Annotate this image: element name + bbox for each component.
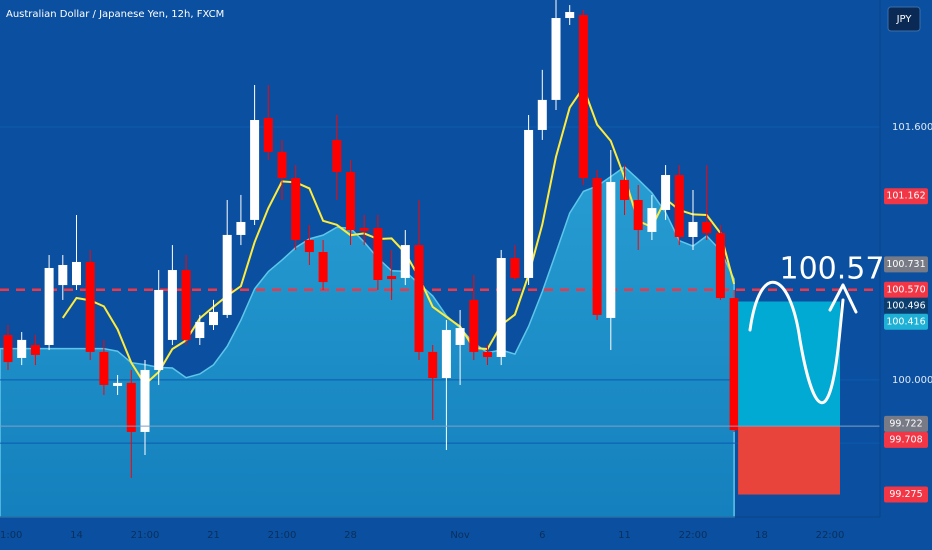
y-tick-label: 101.600 [892,122,932,133]
candle-body [606,181,616,318]
price-label: 100.416 [886,316,925,327]
candle-body [729,298,739,431]
candle-body [565,12,575,19]
candle-body [359,227,369,231]
candle-body [524,129,534,278]
currency-button-label[interactable]: JPY [896,14,913,25]
plot-area [0,0,880,518]
candle-body [17,339,27,358]
candle-body [72,261,81,286]
price-label-box [884,486,928,503]
x-tick-label: 18 [755,530,768,541]
price-label: 99.708 [889,434,922,445]
x-tick-label: 21:00 [0,530,22,541]
candle-body [291,178,301,241]
candle-body [400,245,410,278]
candle-body [85,261,95,352]
price-label: 99.275 [889,489,922,500]
candle-body [428,351,438,379]
candle-body [702,221,712,234]
candle-body [373,227,383,281]
candle-body [387,276,397,280]
candle-body [551,18,561,100]
candle-body [441,329,451,379]
candle-body [236,221,246,235]
price-label-box [884,256,928,273]
candle-body [537,99,547,130]
candle-body [304,240,314,253]
currency-button[interactable] [887,6,921,32]
x-tick-label: 28 [344,530,357,541]
price-label-box [884,431,928,448]
x-tick-label: 21 [207,530,220,541]
candle-body [592,178,602,315]
price-label: 99.722 [889,418,922,429]
candle-body [346,172,355,231]
candle-body [510,258,520,278]
candle-body [3,335,13,363]
chart-title: Australian Dollar / Japanese Yen, 12h, F… [6,9,224,20]
candle-body [99,351,109,385]
wave-arrow [748,281,858,405]
candle-body [483,351,492,357]
candle-body [140,369,150,432]
x-tick-label: Nov [450,530,470,541]
candle-body [30,344,40,355]
x-tick-label: 21:00 [268,530,297,541]
candle-body [154,289,164,370]
price-annotation: 100.57 [780,251,885,286]
candle-body [113,382,123,386]
price-label: 101.162 [886,191,925,202]
y-tick-label: 100.000 [892,375,932,386]
x-tick-label: 21:00 [131,530,160,541]
candle-body [715,233,725,299]
candle-body [181,270,191,340]
price-label-box [884,188,928,205]
candle-body [469,299,479,352]
moving-average [61,85,736,386]
candle-body [674,175,684,237]
candle-body [688,221,698,237]
candle-body [633,200,643,231]
candle-body [455,328,465,345]
stop-zone [738,426,840,495]
candle-body [126,382,136,432]
candle-body [647,208,657,232]
candle-body [620,179,629,201]
price-label: 100.731 [886,259,925,270]
candle-body [661,175,671,210]
price-label: 100.570 [886,284,925,295]
x-tick-label: 22:00 [679,530,708,541]
price-label-box [884,415,928,432]
x-tick-label: 6 [539,530,545,541]
candle-body [277,151,287,179]
price-label: 100.496 [886,300,925,311]
candle-body [263,117,273,152]
candle-body [332,139,342,173]
candle-body [167,270,177,340]
candle-body [58,264,68,286]
candle-body [222,234,232,315]
x-tick-label: 22:00 [816,530,845,541]
candle-body [250,120,260,220]
candle-body [414,245,424,352]
price-label-box [884,297,928,314]
candle-body [44,267,54,345]
target-zone [738,301,840,427]
candle-body [318,252,328,283]
price-label-box [884,313,928,330]
price-label-box [884,281,928,298]
candle-body [195,322,205,339]
candle-body [578,15,588,179]
x-tick-label: 14 [70,530,83,541]
candle-body [496,258,506,357]
candle-body [209,311,218,326]
x-tick-label: 11 [618,530,631,541]
